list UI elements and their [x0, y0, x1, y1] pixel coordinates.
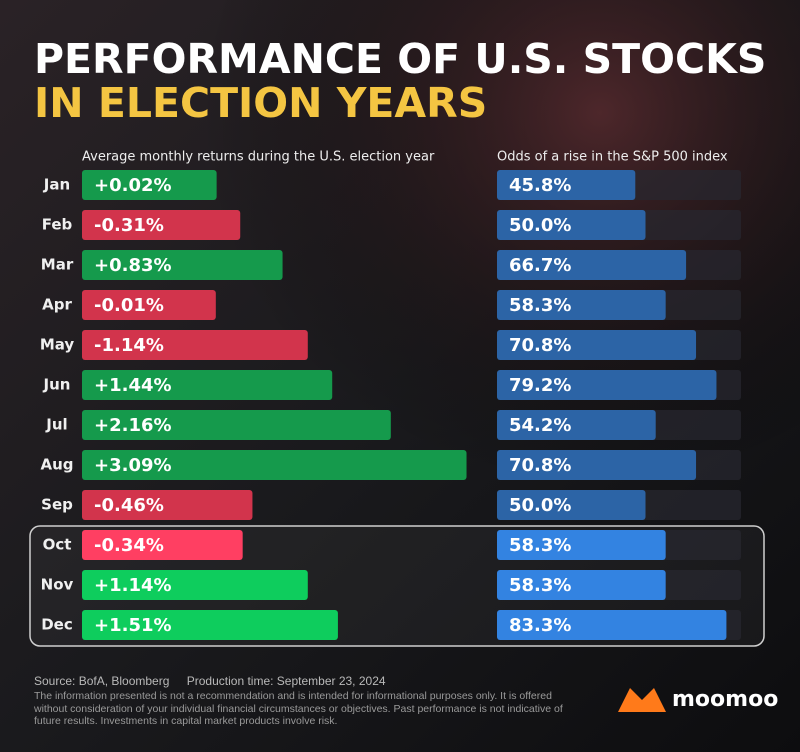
- return-label: +1.51%: [94, 615, 172, 636]
- odds-label: 45.8%: [509, 175, 571, 196]
- odds-bar: [497, 370, 717, 400]
- odds-label: 58.3%: [509, 575, 571, 596]
- odds-bar: [497, 490, 646, 520]
- month-label: Jun: [43, 376, 71, 394]
- month-label: Apr: [42, 296, 72, 314]
- odds-bar: [497, 170, 636, 200]
- return-bar: [82, 450, 467, 480]
- disclaimer: The information presented is not a recom…: [34, 690, 563, 727]
- return-bar: [82, 290, 216, 320]
- odds-bar: [497, 570, 666, 600]
- odds-label: 50.0%: [509, 215, 571, 236]
- odds-label: 58.3%: [509, 295, 571, 316]
- odds-bar: [497, 330, 697, 360]
- return-bar: [82, 330, 308, 360]
- month-label: Nov: [41, 576, 74, 594]
- return-bar: [82, 490, 253, 520]
- return-bar: [82, 410, 391, 440]
- odds-bar: [497, 410, 656, 440]
- odds-label: 66.7%: [509, 255, 571, 276]
- subtitle: Average monthly returns during the U.S. …: [82, 150, 435, 165]
- odds-label: 58.3%: [509, 535, 571, 556]
- odds-bar: [497, 250, 687, 280]
- month-label: Oct: [43, 536, 72, 554]
- odds-label: 70.8%: [509, 455, 571, 476]
- odds-label: 50.0%: [509, 495, 571, 516]
- return-label: -0.46%: [94, 495, 164, 516]
- return-label: +2.16%: [94, 415, 172, 436]
- title-highlight: IN ELECTION YEARS: [34, 79, 487, 127]
- month-label: Jan: [43, 176, 70, 194]
- return-label: +3.09%: [94, 455, 172, 476]
- odds-label: 83.3%: [509, 615, 571, 636]
- title: PERFORMANCE OF U.S. STOCKS: [34, 35, 766, 83]
- month-label: Feb: [42, 216, 73, 234]
- odds-bar: [497, 450, 697, 480]
- return-bar: [82, 610, 338, 640]
- return-bar: [82, 530, 243, 560]
- return-label: -0.31%: [94, 215, 164, 236]
- return-label: +0.83%: [94, 255, 172, 276]
- odds-bar: [497, 290, 666, 320]
- return-label: +1.14%: [94, 575, 172, 596]
- return-label: +0.02%: [94, 175, 172, 196]
- month-label: Mar: [41, 256, 74, 274]
- odds-bar: [497, 210, 646, 240]
- return-label: -1.14%: [94, 335, 164, 356]
- source: Source: BofA, Bloomberg: [34, 674, 170, 688]
- logo-icon: [618, 688, 666, 712]
- return-bar: [82, 370, 333, 400]
- month-label: Aug: [40, 456, 73, 474]
- month-label: May: [40, 336, 75, 354]
- month-label: Sep: [41, 496, 73, 514]
- month-label: Jul: [45, 416, 67, 434]
- production-time: Production time: September 23, 2024: [186, 674, 386, 688]
- odds-label: 79.2%: [509, 375, 571, 396]
- return-label: +1.44%: [94, 375, 172, 396]
- odds-label: 54.2%: [509, 415, 571, 436]
- odds-bar: [497, 610, 727, 640]
- return-bar: [82, 250, 283, 280]
- subtitle: Odds of a rise in the S&P 500 index: [497, 150, 728, 165]
- return-bar: [82, 170, 217, 200]
- return-label: -0.01%: [94, 295, 164, 316]
- brand: moomoo: [672, 687, 778, 712]
- month-label: Dec: [41, 616, 73, 634]
- return-bar: [82, 570, 308, 600]
- odds-bar: [497, 530, 666, 560]
- return-label: -0.34%: [94, 535, 164, 556]
- source-line: Source: BofA, Bloomberg Production time:…: [34, 674, 386, 688]
- return-bar: [82, 210, 241, 240]
- odds-label: 70.8%: [509, 335, 571, 356]
